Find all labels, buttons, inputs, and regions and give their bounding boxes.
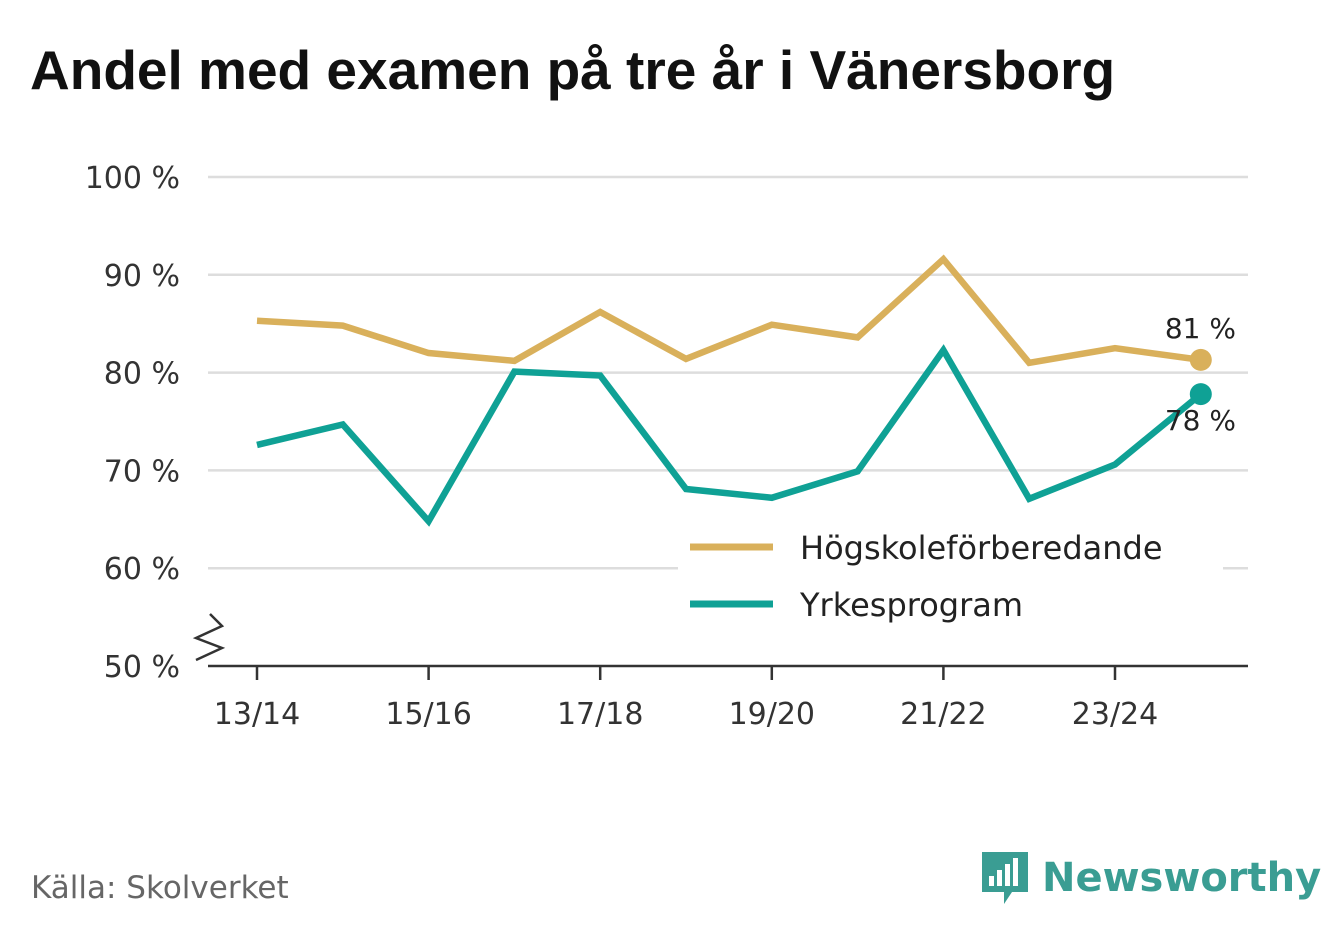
axis-break-zigzag: [192, 613, 226, 662]
legend-entry: Högskoleförberedande: [800, 529, 1163, 567]
x-tick-label: 19/20: [729, 697, 815, 732]
y-tick-label: 50 %: [104, 650, 180, 685]
grid-lines: [208, 175, 1248, 570]
brand-name: Newsworthy: [1042, 855, 1322, 901]
x-tick-label: 17/18: [557, 697, 643, 732]
series-end-point-0: [1189, 348, 1212, 371]
end-value-label: 78 %: [1165, 404, 1236, 437]
end-value-label: 81 %: [1165, 312, 1236, 345]
series-end-point-1: [1189, 383, 1212, 406]
series-lines: [256, 254, 1212, 527]
y-tick-label: 70 %: [104, 454, 180, 489]
x-tick-label: 13/14: [214, 697, 300, 732]
y-tick-label: 80 %: [104, 357, 180, 392]
y-tick-label: 90 %: [104, 259, 180, 294]
brand: Newsworthy: [980, 848, 1321, 908]
y-tick-label: 60 %: [104, 552, 180, 587]
source-note: Källa: Skolverket: [31, 870, 289, 906]
x-tick-label: 15/16: [385, 697, 471, 732]
end-labels: 81 % 78 %: [1165, 312, 1236, 437]
x-axis: 13/14 15/16 17/18 19/20 21/22 23/24: [208, 664, 1248, 732]
legend: Högskoleförberedande Yrkesprogram: [678, 515, 1223, 628]
y-tick-label: 100 %: [85, 161, 180, 196]
series-line-0: [256, 254, 1202, 367]
x-tick-label: 21/22: [900, 697, 986, 732]
newsworthy-logo-icon: [982, 852, 1028, 904]
axis-break-icon: [192, 613, 226, 662]
legend-entry: Yrkesprogram: [799, 586, 1023, 624]
y-axis-ticks: 100 % 90 % 80 % 70 % 60 % 50 %: [85, 161, 180, 685]
series-line-1: [256, 344, 1203, 527]
chart-title: Andel med examen på tre år i Vänersborg: [30, 39, 1116, 101]
x-tick-label: 23/24: [1072, 697, 1158, 732]
legend-background: [678, 515, 1223, 628]
